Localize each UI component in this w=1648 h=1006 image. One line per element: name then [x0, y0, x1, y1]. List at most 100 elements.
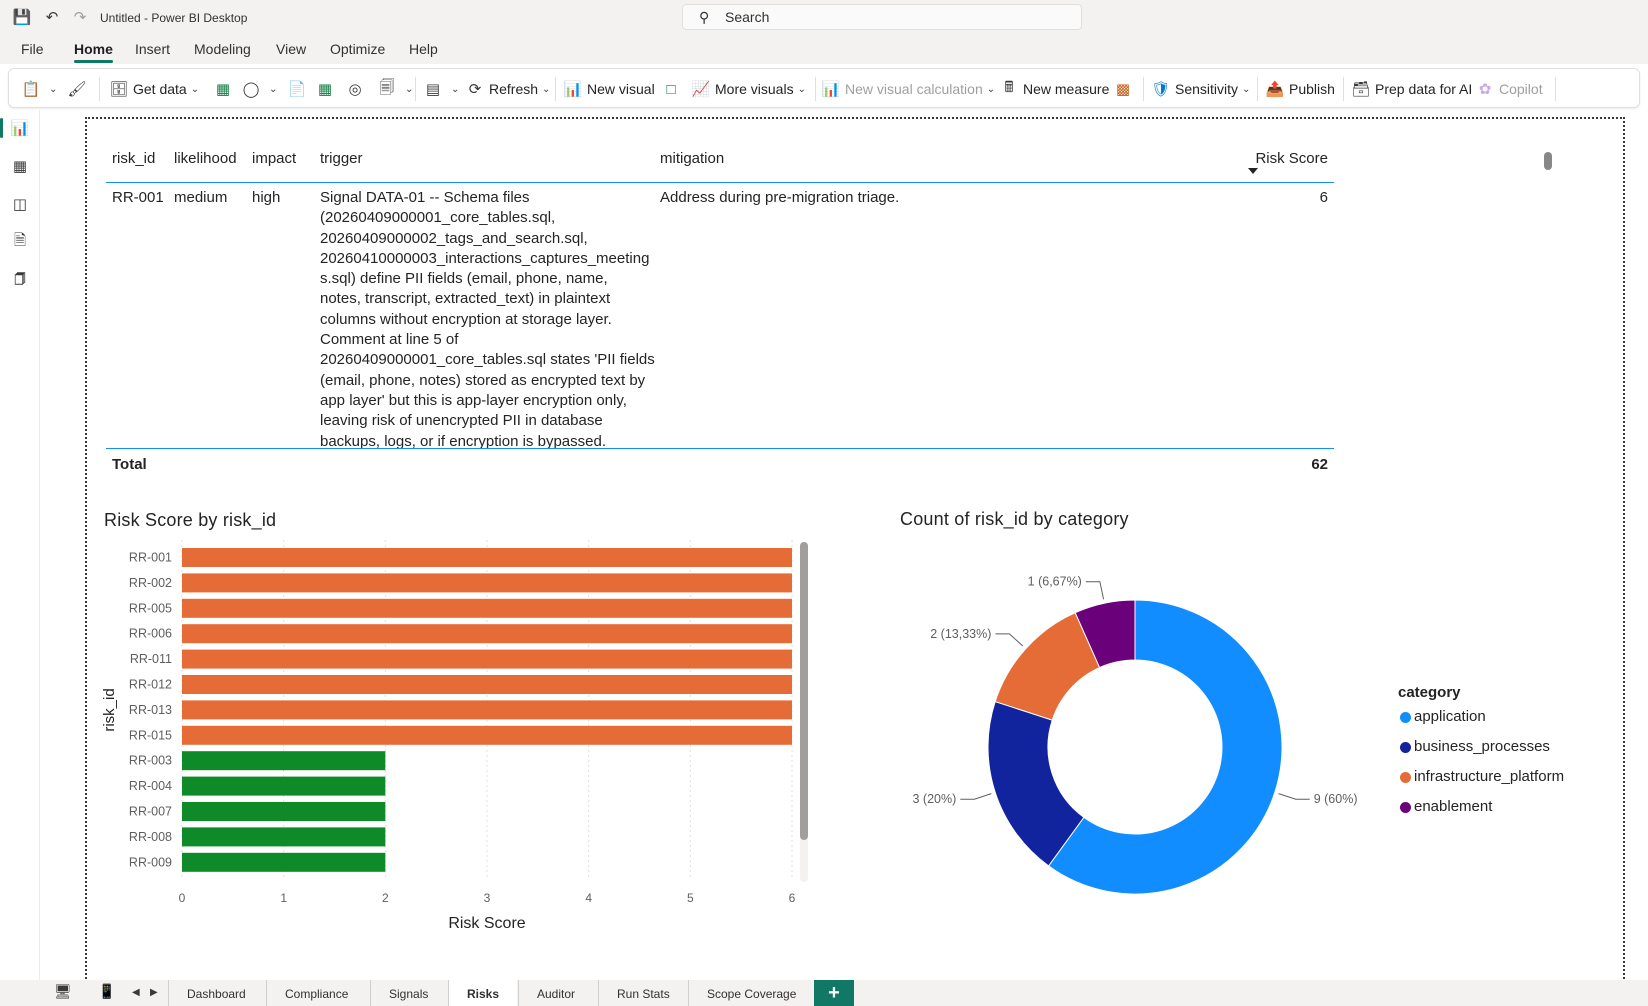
menu-insert[interactable]: Insert [135, 41, 171, 57]
quick-measure-button[interactable]: ▩ [1113, 76, 1137, 102]
new-visual-label: New visual [587, 81, 655, 97]
database-icon: 🗄 [109, 81, 129, 98]
risk-score-bar-chart[interactable]: 0 1 2 3 4 5 6 RR-001 RR-002 RR-005 RR-006 RR-011 RR-… [100, 540, 850, 940]
onelake-icon: ◯ [242, 81, 260, 98]
tab-run-stats[interactable]: Run Stats [598, 980, 688, 1006]
header-divider [106, 182, 1334, 183]
category-donut-chart[interactable]: 9 (60%) 3 (20%) 2 (13,33%) 1 (6,67%) [900, 560, 1360, 940]
window-title: Untitled - Power BI Desktop [100, 11, 248, 25]
report-view-icon[interactable]: 📊 [0, 116, 32, 140]
ribbon-divider [1143, 77, 1144, 101]
chevron-down-icon: ⌄ [405, 83, 414, 95]
chevron-down-icon: ⌄ [269, 83, 278, 95]
bar-rr-003 [182, 751, 386, 771]
new-visual-button[interactable]: 📊 New visual [563, 76, 655, 102]
paste-button[interactable]: 📋 ⌄ [21, 76, 58, 102]
column-header-mitigation[interactable]: mitigation [660, 150, 725, 167]
recent-sources-icon: 🗐 [379, 78, 395, 96]
total-label: Total [112, 456, 147, 473]
copilot-button[interactable]: ✿ Copilot [1475, 76, 1543, 102]
new-visual-calculation-button[interactable]: 📊 New visual calculation ⌄ [821, 76, 995, 102]
enter-data-button[interactable]: ▦ [315, 76, 339, 102]
add-page-button[interactable]: + [814, 980, 854, 1006]
refresh-icon: ⟳ [468, 81, 482, 98]
bar-rr-007 [182, 802, 386, 821]
ribbon-divider [1555, 77, 1556, 101]
bar-chart-title: Risk Score by risk_id [104, 510, 277, 530]
new-measure-button[interactable]: 🖩 New measure [999, 76, 1109, 102]
paste-icon: 📋 [21, 81, 41, 98]
recent-sources-button[interactable]: 🗐 ⌄ [377, 76, 414, 102]
search-icon: ⚲ [699, 9, 710, 25]
onelake-button[interactable]: ◯ ⌄ [241, 76, 278, 102]
dataflow-button[interactable]: ◎ [345, 76, 369, 102]
menu-home[interactable]: Home [74, 41, 113, 63]
x-tick-label: 4 [585, 891, 592, 905]
legend-label: infrastructure_platform [1414, 768, 1565, 785]
column-header-risk-id[interactable]: risk_id [112, 150, 156, 167]
format-painter-button[interactable]: 🖌 [67, 76, 91, 102]
donut-chart-title: Count of risk_id by category [900, 509, 1129, 529]
legend-item-application[interactable]: application [1398, 707, 1564, 737]
chevron-down-icon: ⌄ [797, 83, 806, 95]
publish-button[interactable]: 📤 Publish [1265, 76, 1335, 102]
trigger-line: Comment at line 5 of [320, 331, 459, 349]
table-view-icon[interactable]: ▦ [12, 158, 28, 175]
chevron-down-icon: ⌄ [986, 83, 996, 95]
prep-data-for-ai-button[interactable]: 🗃 Prep data for AI [1351, 76, 1472, 102]
column-header-risk-score[interactable]: Risk Score [1255, 150, 1328, 167]
trigger-line: 20260410000003_interactions_captures_mee… [320, 249, 650, 267]
column-header-likelihood[interactable]: likelihood [174, 150, 237, 167]
transform-button[interactable]: ▤ ⌄ [423, 76, 459, 102]
more-visuals-button[interactable]: 📈 More visuals ⌄ [691, 76, 806, 102]
menu-file[interactable]: File [21, 41, 44, 57]
bar-rr-012 [182, 675, 792, 694]
search-input[interactable] [725, 8, 1065, 26]
y-tick-label: RR-015 [129, 728, 172, 742]
redo-icon[interactable]: ↷ [73, 9, 87, 26]
slice-application [1047, 599, 1283, 895]
legend-item-infrastructure-platform[interactable]: infrastructure_platform [1398, 767, 1564, 797]
tab-auditor[interactable]: Auditor [518, 980, 593, 1006]
refresh-button[interactable]: ⟳ Refresh ⌄ [465, 76, 551, 102]
get-data-button[interactable]: 🗄 Get data ⌄ [109, 76, 199, 102]
undo-icon[interactable]: ↶ [45, 9, 59, 26]
menu-modeling[interactable]: Modeling [194, 41, 251, 57]
tab-risks[interactable]: Risks [448, 980, 518, 1006]
menu-help[interactable]: Help [409, 41, 438, 57]
x-tick-label: 0 [179, 891, 186, 905]
ribbon-toolbar: 📋 ⌄ 🖌 🗄 Get data ⌄ ▦ ◯ ⌄ 📄 ▦ ◎ 🗐 ⌄ ▤ ⌄ ⟳ Refres… [8, 68, 1640, 108]
text-box-button[interactable]: □ [661, 76, 685, 102]
desktop-layout-icon[interactable]: 🖥 [54, 983, 72, 999]
save-icon[interactable]: 💾 [12, 9, 32, 26]
menu-view[interactable]: View [276, 41, 307, 57]
table-scrollbar[interactable] [1544, 152, 1552, 170]
legend-item-business-processes[interactable]: business_processes [1398, 737, 1564, 767]
search-box[interactable]: ⚲ [682, 4, 1082, 30]
dax-query-view-icon[interactable]: 🗎 [13, 231, 27, 249]
mobile-layout-icon[interactable]: 📱 [98, 983, 116, 999]
leader-line [960, 793, 992, 800]
sensitivity-button[interactable]: 🛡 Sensitivity ⌄ [1151, 76, 1250, 102]
tab-compliance[interactable]: Compliance [266, 980, 366, 1006]
report-page [85, 117, 1625, 987]
tab-dashboard[interactable]: Dashboard [168, 980, 264, 1006]
data-label: 1 (6,67%) [1028, 575, 1082, 589]
column-header-trigger[interactable]: trigger [320, 150, 363, 167]
ribbon-divider [1343, 77, 1344, 101]
ribbon-divider [1257, 77, 1258, 101]
excel-button[interactable]: ▦ [213, 76, 237, 102]
bar-rr-015 [182, 725, 792, 745]
column-header-impact[interactable]: impact [252, 150, 297, 167]
more-visuals-label: More visuals [715, 81, 794, 97]
ribbon-divider [99, 77, 100, 101]
tmdl-view-icon[interactable]: 🗍 [14, 273, 26, 286]
legend-item-enablement[interactable]: enablement [1398, 797, 1564, 827]
tab-scope-coverage[interactable]: Scope Coverage [688, 980, 814, 1006]
model-view-icon[interactable]: ◫ [12, 196, 28, 213]
tab-signals[interactable]: Signals [370, 980, 446, 1006]
dataverse-button[interactable]: 📄 [287, 76, 311, 102]
menu-optimize[interactable]: Optimize [330, 41, 386, 57]
next-page-icon[interactable]: ▶ [150, 987, 158, 998]
prev-page-icon[interactable]: ◀ [132, 987, 140, 998]
